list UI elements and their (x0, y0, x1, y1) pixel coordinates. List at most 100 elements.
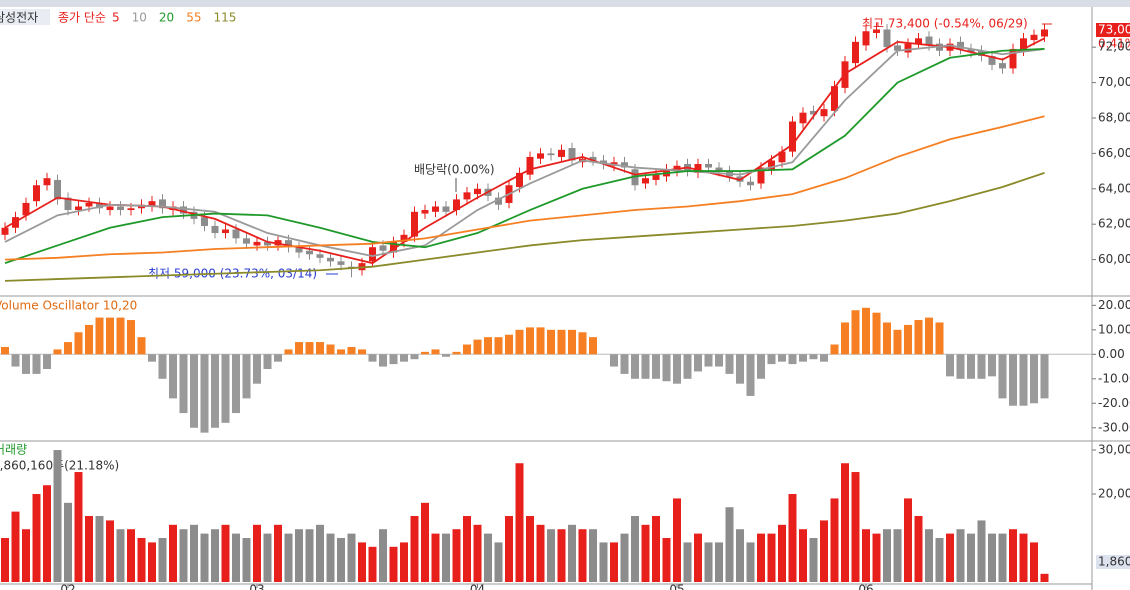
legend-entry: 5 (112, 11, 120, 25)
candle-body (558, 149, 565, 157)
bar (410, 354, 419, 360)
candle-body (810, 110, 817, 115)
bar (746, 542, 755, 582)
bar (253, 354, 261, 384)
candle-body (295, 247, 303, 253)
bar (872, 533, 881, 582)
bar (221, 354, 230, 423)
bar (127, 320, 135, 355)
candle-body (526, 156, 534, 175)
candle-body (1030, 34, 1038, 41)
ma-line (4, 48, 1045, 264)
bar (526, 516, 534, 582)
candle-body (999, 63, 1006, 69)
bar (505, 334, 513, 355)
bar (431, 349, 440, 355)
bar (757, 533, 765, 582)
last-volume-label: 1,860,160 (1098, 555, 1130, 569)
candle-body (589, 156, 597, 161)
bar (200, 533, 209, 582)
high-annotation: 최고 73,400 (-0.54%, 06/29) (862, 17, 1028, 31)
candle-body (400, 234, 408, 242)
candle-body (75, 206, 82, 211)
bar (1009, 529, 1017, 582)
bar (830, 498, 839, 582)
bar (421, 351, 429, 355)
bar (347, 346, 356, 355)
bar (704, 542, 713, 582)
bar (295, 342, 303, 355)
bar (515, 463, 524, 582)
candle-body (1041, 29, 1048, 37)
candle-body (54, 179, 61, 200)
bar (127, 529, 135, 582)
candle-body (379, 245, 387, 251)
bar (211, 529, 219, 582)
bar (53, 450, 62, 582)
bar (337, 349, 345, 355)
bar (914, 320, 923, 355)
legend: 삼성전자 종가 단순 (0, 9, 106, 25)
bar (473, 339, 482, 355)
candle-body (915, 38, 922, 44)
candle-body (127, 208, 135, 211)
legend-entry: 10 (132, 11, 147, 25)
bar (284, 533, 293, 582)
candle-body (957, 41, 964, 49)
y-tick-label: 20.00 (1098, 298, 1130, 312)
legend-prefix: 종가 단순 (58, 11, 106, 25)
candle-body (1009, 48, 1017, 69)
bar (641, 524, 650, 582)
bar (221, 524, 230, 582)
bar (620, 354, 629, 374)
bar (64, 342, 72, 355)
y-tick-label: 64,000 (1098, 181, 1130, 195)
candle-body (180, 206, 187, 214)
bar (998, 354, 1007, 399)
bar (998, 533, 1007, 582)
candle-body (316, 254, 324, 258)
candle-body (148, 201, 156, 207)
candle-body (537, 153, 544, 159)
bar (274, 354, 282, 362)
candle-body (820, 109, 828, 117)
bar (64, 502, 72, 582)
stock-name: 삼성전자 (0, 11, 38, 25)
bar (53, 349, 62, 355)
bar (956, 529, 965, 582)
bar (347, 533, 356, 582)
candle-body (159, 199, 166, 209)
bar (599, 542, 608, 582)
bar (85, 516, 93, 582)
candle-body (33, 185, 40, 202)
bar (620, 533, 629, 582)
y-tick-label: 62,000 (1098, 217, 1130, 231)
bar (232, 354, 240, 414)
bar (211, 354, 219, 428)
stock-name-box (0, 9, 50, 25)
bar (421, 502, 429, 582)
volume-title: 거래량 (0, 443, 27, 457)
bar (242, 354, 251, 399)
candle-body (1, 227, 9, 235)
bar (547, 529, 555, 582)
candle-body (432, 206, 439, 212)
candle-body (1020, 38, 1027, 51)
bar (715, 542, 723, 582)
bar (526, 327, 534, 355)
bar (851, 472, 860, 582)
bar (1, 346, 9, 355)
bar (694, 354, 702, 372)
x-tick-label: 04 (470, 583, 485, 590)
bar (904, 498, 912, 582)
bar (578, 332, 587, 355)
y-tick-label: 72,000 (1098, 40, 1130, 54)
bar (673, 498, 681, 582)
candle-body (306, 250, 313, 255)
bar (305, 342, 314, 355)
candle-body (232, 229, 240, 239)
bar (946, 354, 954, 377)
bar (925, 529, 933, 582)
bar (74, 472, 83, 582)
